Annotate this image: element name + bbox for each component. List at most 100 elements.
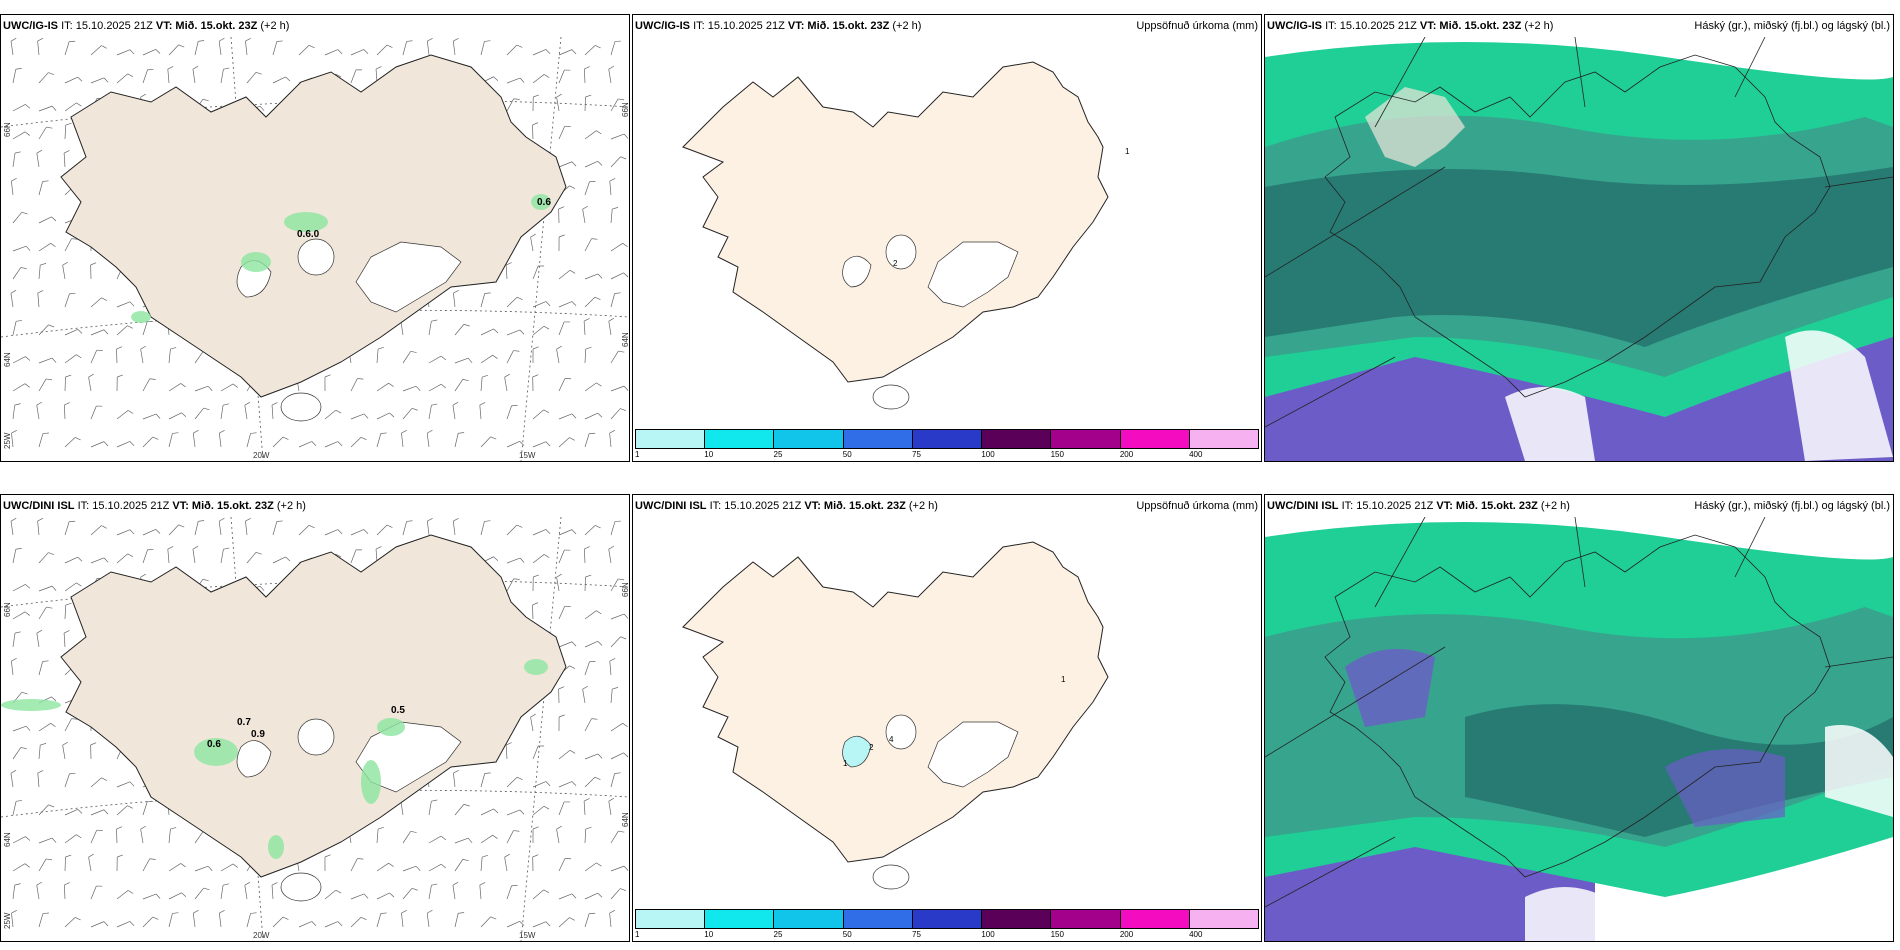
wind-barb-flag [608,65,615,70]
wind-barb [452,885,456,900]
wind-barb-flag [223,547,230,550]
lat-label-64n-right: 64N [621,812,630,827]
wind-barb-flag [337,921,343,927]
wind-barb-flag [180,383,186,388]
panel-title: Háský (gr.), miðský (fj.bl.) og lágský (… [1694,20,1890,32]
wind-barb [64,125,67,140]
wind-barb-flag [14,403,21,406]
wind-barb [245,521,248,536]
wind-barb-flag [585,346,592,350]
panel-igis-precip: UWC/IG-IS IT: 15.10.2025 21Z VT: Mið. 15… [632,14,1262,462]
wind-barb [453,773,456,788]
wind-barb [38,745,41,760]
wind-barb-flag [103,921,109,927]
wind-barb [116,828,118,844]
wind-barb-flag [103,329,109,335]
wind-barb [532,745,539,760]
wind-barb-flag [597,753,603,759]
wind-barb-flag [282,436,289,440]
wind-barb-flag [250,432,257,434]
wind-barb-flag [101,45,107,49]
lead-time: (+2 h) [276,500,306,512]
wind-barb-flag [440,863,447,869]
wind-barb [192,913,196,928]
wind-barb-flag [571,301,577,307]
wind-barb-flag [140,345,146,350]
wind-barb-flag [614,40,621,42]
wind-barb-flag [77,809,83,814]
wind-barb-flag [50,723,56,728]
wind-barb [116,553,128,564]
wind-barb [584,753,599,760]
wind-barb [12,356,26,364]
wind-barb [556,97,560,112]
wind-barb [272,41,278,56]
wind-barb-flag [10,769,17,774]
wind-barb [194,865,209,872]
wind-barb [479,405,482,420]
wind-barb-flag [479,882,486,886]
wind-barb [610,689,613,704]
wind-barb-flag [149,378,156,380]
wind-barb [272,916,284,928]
wind-barb [63,153,66,168]
wind-barb [90,405,97,420]
wind-barb-flag [64,402,70,406]
wind-barb [142,413,157,420]
wind-barb-flag [198,520,205,522]
wind-barb-flag [519,557,525,563]
wind-barb-flag [558,234,565,238]
wind-barb [532,409,544,420]
wind-barb [324,49,339,56]
panel-igis-wind: UWC/IG-IS IT: 15.10.2025 21Z VT: Mið. 15… [0,14,630,462]
wind-barb-flag [50,243,56,248]
wind-barb-flag [335,553,342,558]
wind-barb [584,433,590,448]
wind-barb-flag [401,429,407,434]
valid-time: VT: Mið. 15.okt. 23Z [155,20,258,32]
wind-barb-flag [244,401,251,406]
wind-barb [37,521,40,536]
colorbar-swatch [1051,910,1121,928]
wind-barb [558,301,573,308]
wind-barb-flag [463,323,470,327]
wind-barb [167,69,170,84]
wind-barb [608,69,612,84]
wind-barb-flag [250,912,257,914]
wind-barb-flag [76,582,82,587]
wind-barb [480,436,491,448]
wind-barb [12,383,26,392]
panel-header: UWC/IG-IS IT: 15.10.2025 21Z VT: Mið. 15… [1,15,629,37]
wind-barb-flag [207,385,213,391]
wind-barb-flag [504,853,510,858]
wind-barb [556,829,560,844]
wind-barb-flag [452,401,459,406]
wind-barb-flag [584,546,590,550]
wind-barb [38,265,41,280]
wind-barb-flag [155,413,161,419]
colorbar-tick: 150 [1050,930,1064,939]
wind-barb [142,801,148,816]
wind-barb-flag [259,105,265,111]
wind-barb-flag [620,636,627,640]
wind-barb-flag [21,691,28,695]
wind-barb [584,661,590,676]
model-name: UWC/DINI ISL [635,500,707,512]
wind-barb-flag [181,892,187,898]
wind-barb-flag [11,177,17,182]
wind-barb-flag [203,407,210,411]
wind-barb-flag [276,520,283,522]
wind-barb [350,413,365,420]
wind-barb [532,889,544,900]
wind-barb [140,349,144,364]
wind-barb-flag [223,67,230,70]
colorbar-ticks: 1 10 25 50 75 100 150 200 400 [635,929,1259,941]
wind-barb-flag [42,432,49,434]
wind-barb [142,378,151,392]
wind-barb [558,69,565,84]
wind-barb [608,549,612,564]
wind-barb-flag [42,660,49,662]
wind-barb-flag [492,354,498,359]
wind-barb-flag [65,374,72,378]
wind-barb [194,351,204,364]
